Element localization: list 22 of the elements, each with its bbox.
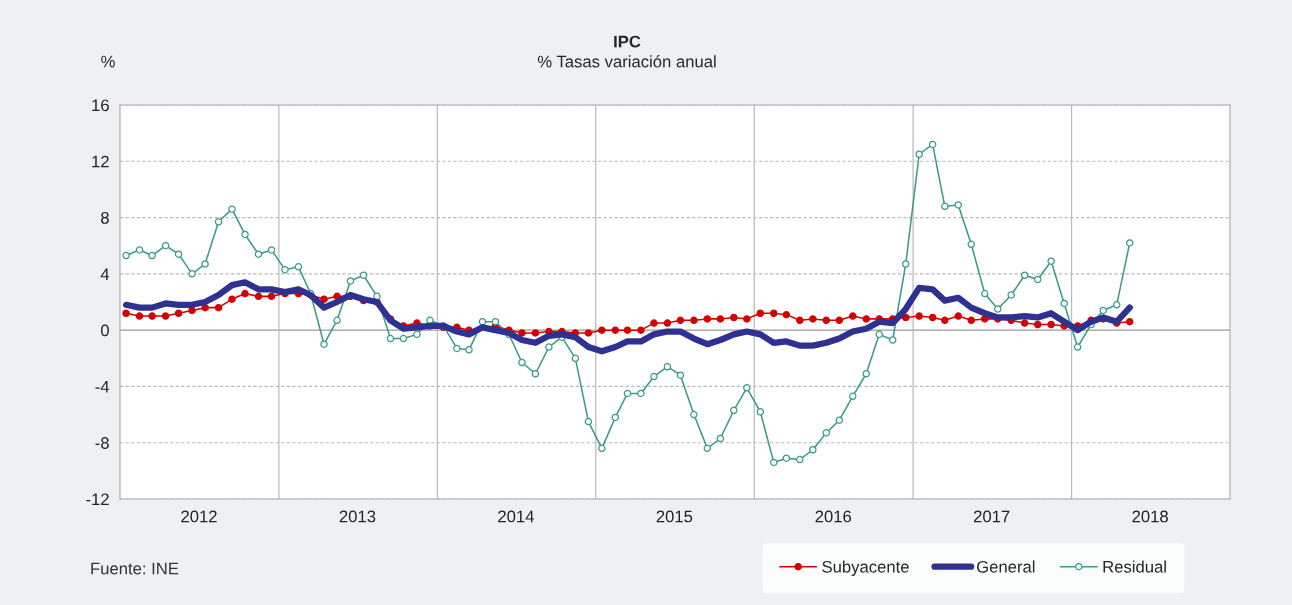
x-tick-label: 2015: [656, 510, 693, 523]
source-note: Fuente: INE: [91, 562, 179, 575]
y-tick-label: -12: [86, 493, 109, 506]
chart-subtitle: % Tasas variación anual: [537, 55, 716, 68]
y-tick-label: 8: [101, 211, 109, 224]
legend-label: General: [977, 560, 1035, 573]
x-tick-label: 2018: [1132, 510, 1168, 523]
y-tick-label: 12: [92, 155, 109, 168]
legend-label: Residual: [1103, 560, 1166, 573]
x-tick-label: 2016: [815, 510, 852, 523]
y-tick-label: -4: [95, 381, 110, 393]
y-tick-label: 16: [92, 99, 109, 112]
y-tick-label: -8: [95, 437, 109, 449]
x-tick-label: 2017: [973, 510, 1010, 523]
x-tick-label: 2014: [498, 510, 534, 523]
x-tick-label: 2012: [181, 510, 217, 523]
x-tick-label: 2013: [339, 510, 376, 523]
y-axis-title: %: [101, 55, 115, 68]
chart-title: IPC: [614, 35, 641, 48]
legend-label: Subyacente: [822, 560, 909, 576]
y-tick-label: 0: [100, 324, 109, 337]
y-tick-label: 4: [100, 268, 110, 280]
